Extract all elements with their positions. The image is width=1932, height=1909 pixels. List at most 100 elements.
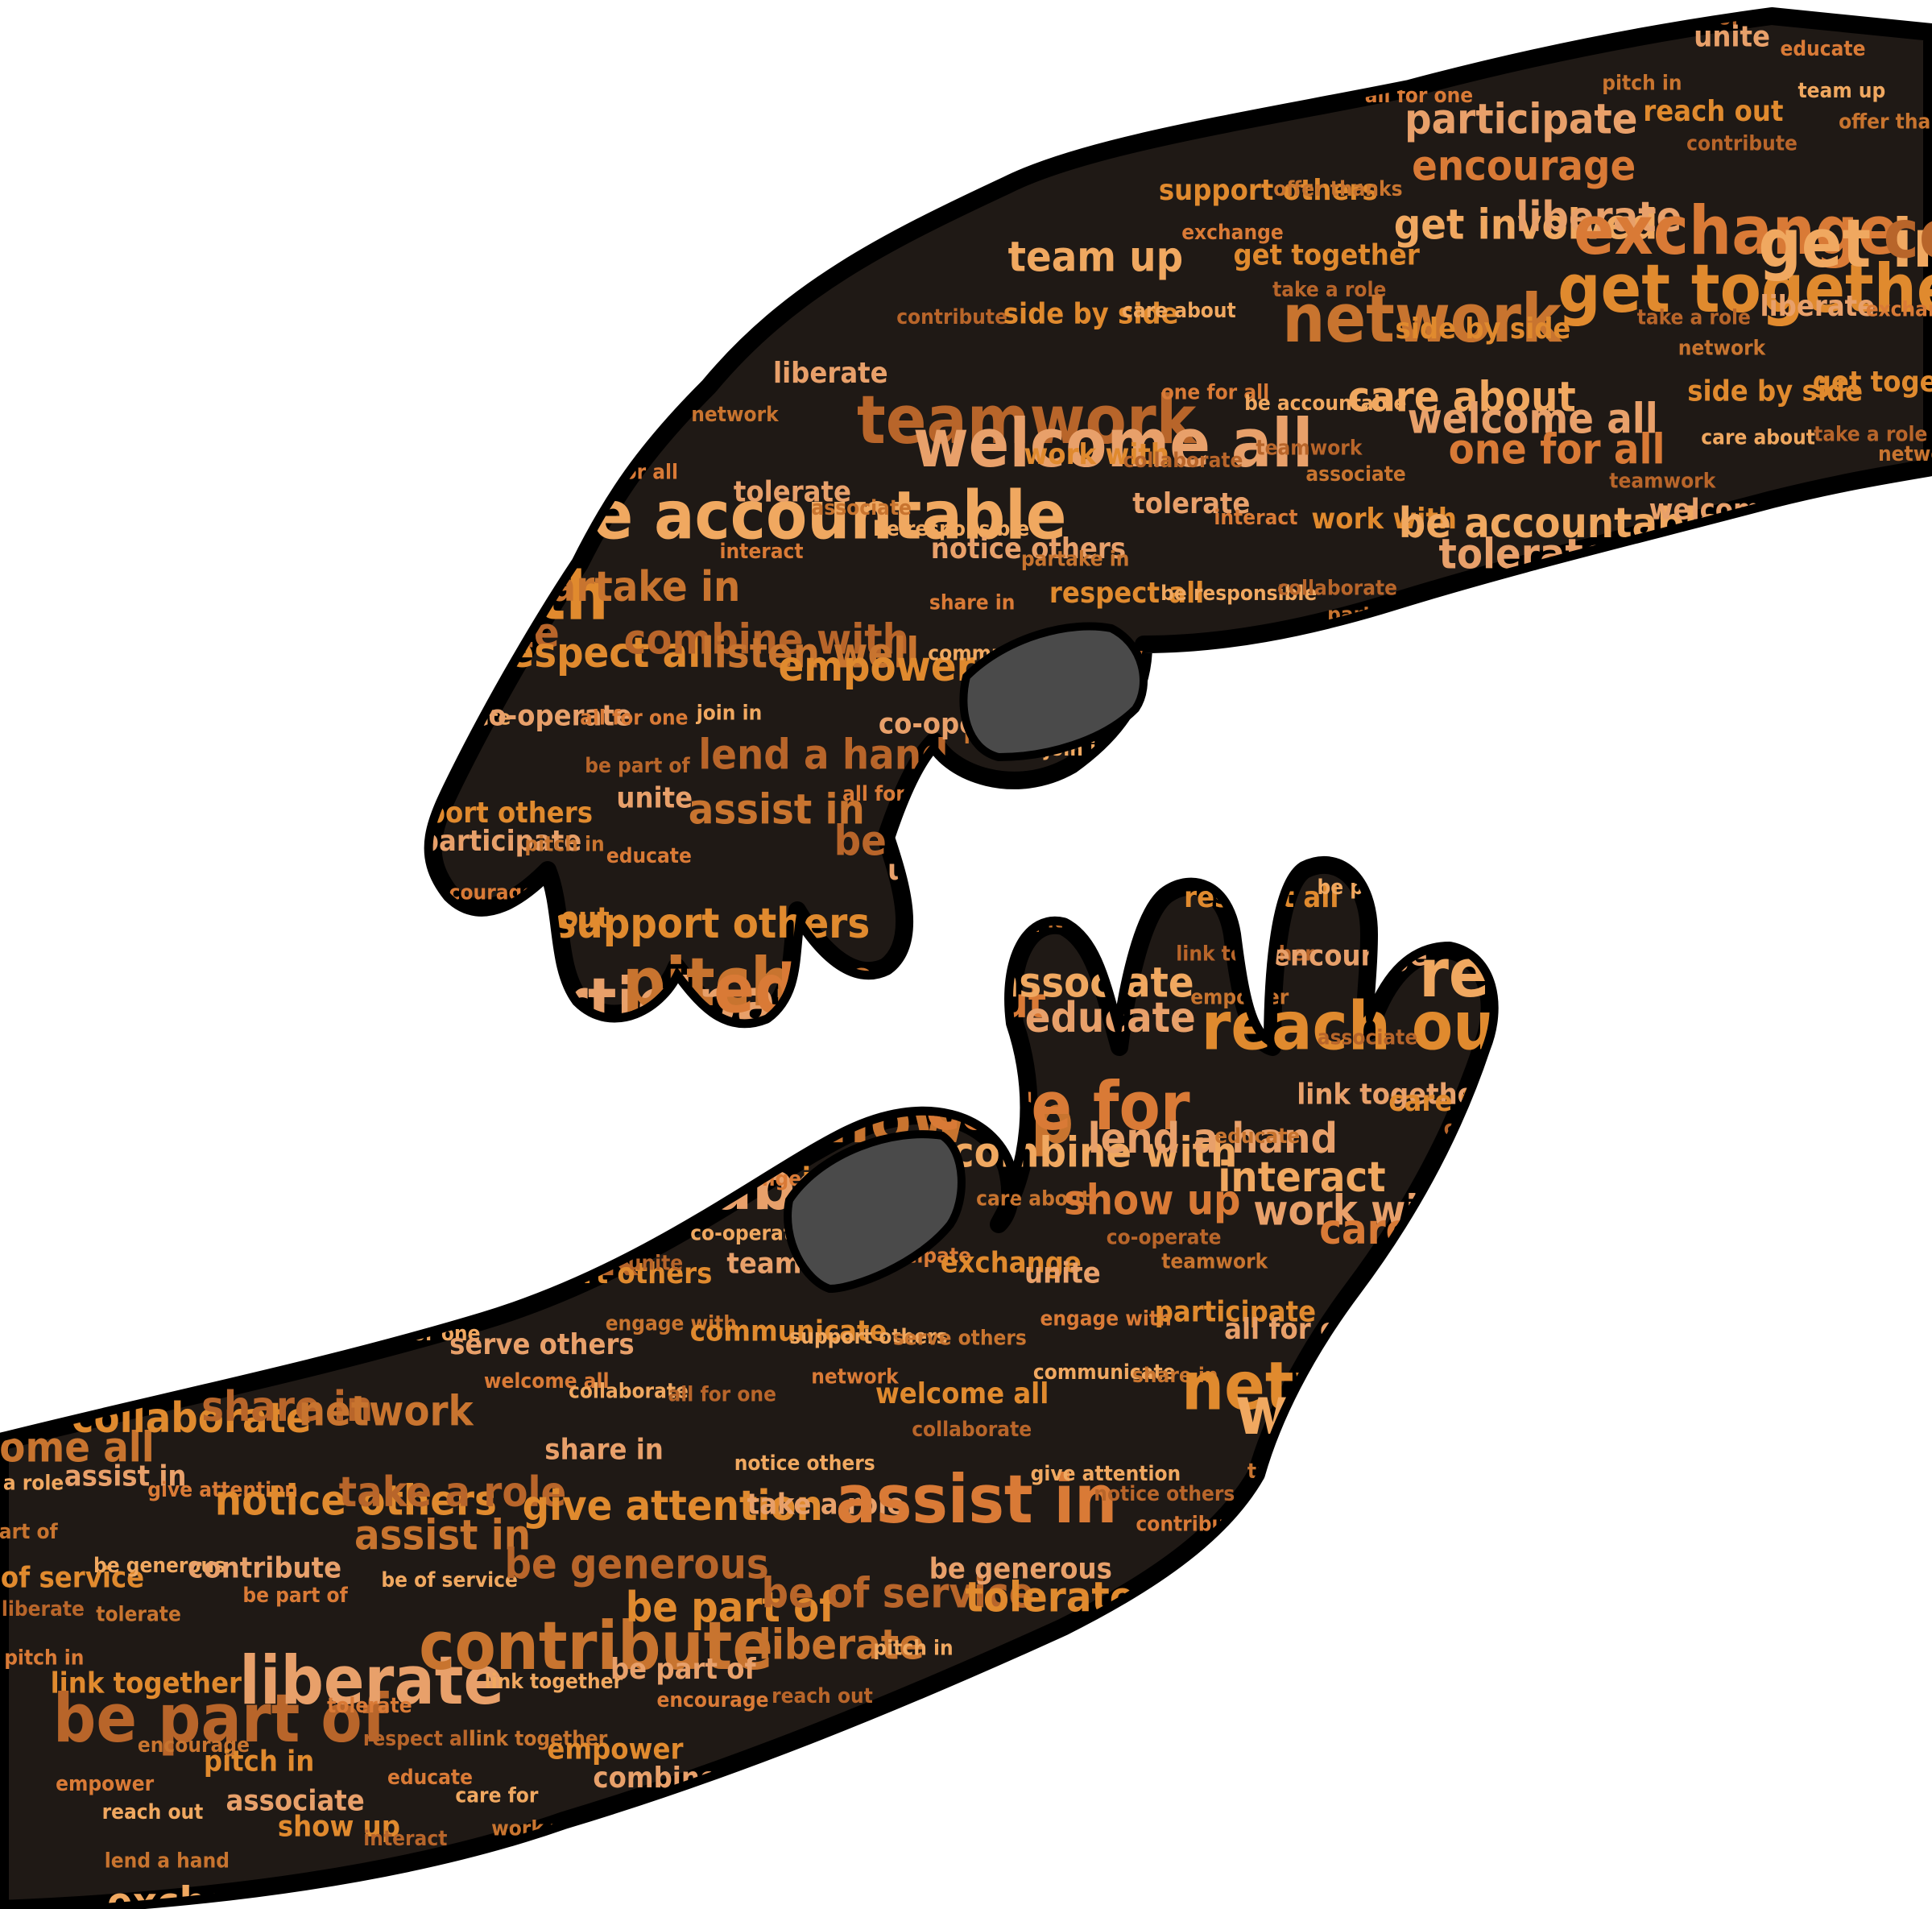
word-cloud-word: exchange xyxy=(366,1124,468,1149)
top-hand-silhouette xyxy=(424,7,1932,1029)
word-cloud-word: empower xyxy=(1126,691,1262,724)
word-cloud-word: share in xyxy=(201,1383,373,1431)
word-cloud-word: one for all xyxy=(1449,426,1665,474)
word-cloud-word: tolerate xyxy=(966,1574,1136,1622)
word-cloud-word: participate xyxy=(1405,96,1637,144)
word-cloud-word: empower xyxy=(322,670,458,703)
word-cloud-word: network xyxy=(1181,1347,1462,1425)
word-cloud-word: liberate xyxy=(239,1642,504,1720)
word-cloud-word: contribute xyxy=(419,1607,773,1685)
word-cloud-word: liberate xyxy=(1018,867,1101,891)
word-cloud-word: notice others xyxy=(1515,645,1797,694)
word-cloud-word: link together xyxy=(1349,810,1487,834)
top-thumbnail xyxy=(959,622,1148,762)
word-cloud-word: pitch in xyxy=(524,833,604,857)
word-cloud-word: engage with xyxy=(1040,1307,1172,1331)
word-cloud-word: get together xyxy=(1813,366,1932,399)
word-cloud-word: support others xyxy=(1389,1243,1547,1267)
word-cloud-word: serve others xyxy=(1415,1280,1549,1304)
word-cloud-word: engage with xyxy=(134,1327,316,1360)
word-cloud-word: be accountable xyxy=(549,477,1066,555)
word-cloud-word: liberate xyxy=(2,1597,85,1621)
word-cloud-word: one for all xyxy=(1161,381,1269,405)
word-cloud-word: reach out xyxy=(523,1065,726,1113)
word-cloud-word: interact xyxy=(363,1827,447,1851)
word-cloud-word: collaborate xyxy=(912,1418,1032,1442)
word-cloud-word: team up xyxy=(736,1033,824,1058)
word-cloud-word: get together xyxy=(1234,239,1420,272)
word-cloud-word: support others xyxy=(1159,174,1378,207)
word-cloud-word: be part of xyxy=(242,1584,348,1608)
word-cloud-word: lend a hand xyxy=(1088,1115,1338,1163)
word-cloud-word: tolerate xyxy=(96,1603,181,1627)
word-cloud-word: support others xyxy=(789,1325,947,1349)
word-cloud-word: team up xyxy=(1008,234,1184,282)
word-cloud-word: collaborate xyxy=(1277,576,1397,600)
word-cloud-word: share in xyxy=(1235,646,1322,670)
word-cloud-word: interact xyxy=(581,1073,665,1097)
word-cloud-word: collaborate xyxy=(1784,537,1904,561)
word-cloud-word: empower xyxy=(779,643,975,691)
word-cloud-word: reach out xyxy=(772,1684,873,1708)
word-cloud-word: liberate xyxy=(1516,193,1682,242)
word-cloud-word: show up xyxy=(1064,1176,1241,1224)
word-cloud-word: listen well xyxy=(1393,722,1502,746)
word-cloud-word: communicate xyxy=(1091,765,1234,789)
word-cloud-word: contribute xyxy=(526,1113,748,1162)
word-cloud-word: notice others xyxy=(734,1451,875,1476)
word-cloud-word: exchange xyxy=(751,1076,853,1100)
word-cloud-word: educate xyxy=(567,1029,652,1054)
word-cloud-word: associate xyxy=(812,496,912,520)
word-cloud-word: lend a hand xyxy=(698,731,948,779)
word-cloud-word: support others xyxy=(215,1196,373,1220)
word-cloud-word: lend a hand xyxy=(872,1036,997,1060)
word-cloud-word: network xyxy=(1282,280,1563,358)
word-cloud-word: encourage xyxy=(916,914,1028,938)
word-cloud-word: pitch in xyxy=(4,1646,84,1671)
word-cloud-word: give attention xyxy=(147,1478,298,1502)
word-cloud-word: all for one xyxy=(1224,1313,1374,1346)
word-cloud-word: welcome all xyxy=(913,404,1314,482)
word-cloud-word: associate xyxy=(226,1784,365,1817)
word-cloud-word: exchange xyxy=(941,1247,1082,1280)
word-cloud-word: all for one xyxy=(580,706,688,731)
word-cloud-word: empower xyxy=(1602,666,1738,699)
word-cloud-word: communicate xyxy=(1033,1360,1176,1385)
word-cloud-word: take a role xyxy=(1272,278,1386,302)
word-cloud-word: get involved xyxy=(1394,201,1658,249)
word-cloud-word: interact xyxy=(1218,1153,1385,1202)
word-cloud-word: be part of xyxy=(626,1584,836,1632)
word-cloud-word: teamwork xyxy=(1609,469,1716,493)
word-cloud-word: welcome all xyxy=(484,1369,610,1393)
word-cloud-word: take a role xyxy=(1814,422,1927,446)
word-cloud-word: liberate xyxy=(773,357,888,390)
word-cloud-word: show up xyxy=(278,1810,400,1843)
word-cloud-word: lend a hand xyxy=(970,822,1094,847)
word-cloud-word: link together xyxy=(485,1670,623,1694)
word-cloud-word: communicate xyxy=(301,1305,444,1329)
word-cloud-word: unite xyxy=(1546,1218,1601,1242)
word-cloud-word: liberate xyxy=(759,1621,925,1670)
word-cloud-word: partake in xyxy=(1882,540,1932,565)
word-cloud-word: engage with xyxy=(606,1312,737,1336)
word-cloud-word: reach out xyxy=(1643,95,1783,128)
word-cloud-word: support others xyxy=(554,900,871,948)
word-cloud-word: contribute xyxy=(1884,196,1932,274)
word-cloud-word: interact xyxy=(1214,506,1297,530)
word-cloud-word: teamwork xyxy=(1161,1250,1268,1274)
word-cloud-word: be generous xyxy=(505,1541,769,1589)
word-cloud-word: be of service xyxy=(762,1570,1035,1618)
word-cloud-word: interact xyxy=(1377,610,1545,658)
word-cloud-word: care for xyxy=(674,1029,757,1054)
word-cloud-word: associate xyxy=(1318,1025,1417,1050)
word-cloud-word: serve others xyxy=(893,1327,1027,1351)
word-cloud-word: encourage xyxy=(138,1733,250,1758)
word-cloud-word: be of service xyxy=(381,1568,517,1592)
word-cloud-word: encourage xyxy=(521,1035,633,1059)
word-cloud-word: give attention xyxy=(1210,726,1361,750)
word-cloud-word: notice others xyxy=(1275,745,1416,769)
word-cloud-word: respect all xyxy=(1419,934,1777,1012)
word-cloud-word: network xyxy=(691,403,780,427)
bottom-hand: all for one support others exchange show up… xyxy=(0,726,1777,1909)
word-cloud-word: educate xyxy=(1781,37,1866,61)
